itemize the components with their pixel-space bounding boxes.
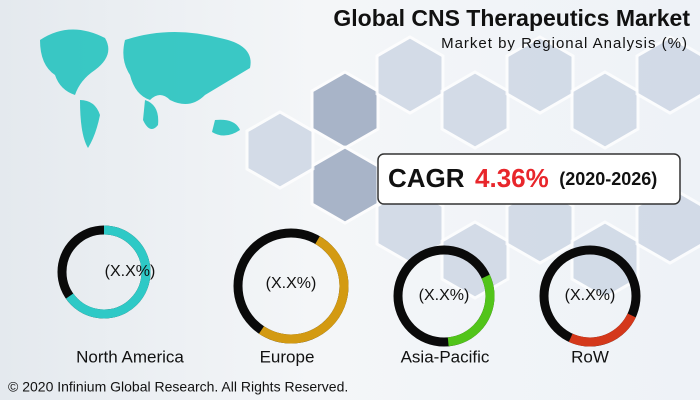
- region-share: (X.X%): [565, 287, 616, 304]
- region-name: North America: [76, 347, 184, 366]
- region-name: RoW: [571, 347, 609, 366]
- copyright: © 2020 Infinium Global Research. All Rig…: [8, 379, 348, 395]
- title: Global CNS Therapeutics Market: [333, 5, 690, 31]
- region-europe: (X.X%) Europe: [233, 228, 349, 366]
- region-share: (X.X%): [419, 287, 470, 304]
- region-asia-pacific: (X.X%) Asia-Pacific: [393, 245, 495, 366]
- region-name: Asia-Pacific: [401, 347, 490, 366]
- region-row: (X.X%) RoW: [539, 245, 641, 366]
- ring-arc: [393, 245, 495, 347]
- region-north-america: (X.X%) North America: [57, 225, 184, 366]
- subtitle: Market by Regional Analysis (%): [441, 35, 688, 52]
- region-name: Europe: [260, 347, 315, 366]
- world-map: [40, 29, 251, 148]
- ring-arc: [57, 225, 151, 319]
- cagr-period: (2020-2026): [559, 169, 657, 189]
- region-share: (X.X%): [105, 263, 156, 280]
- ring-arc: [233, 228, 349, 344]
- cagr-text: CAGR 4.36% (2020-2026): [388, 163, 657, 193]
- cagr-label: CAGR: [388, 163, 465, 193]
- cagr-value: 4.36%: [475, 163, 549, 193]
- region-share: (X.X%): [266, 275, 317, 292]
- cagr-box: [377, 153, 681, 205]
